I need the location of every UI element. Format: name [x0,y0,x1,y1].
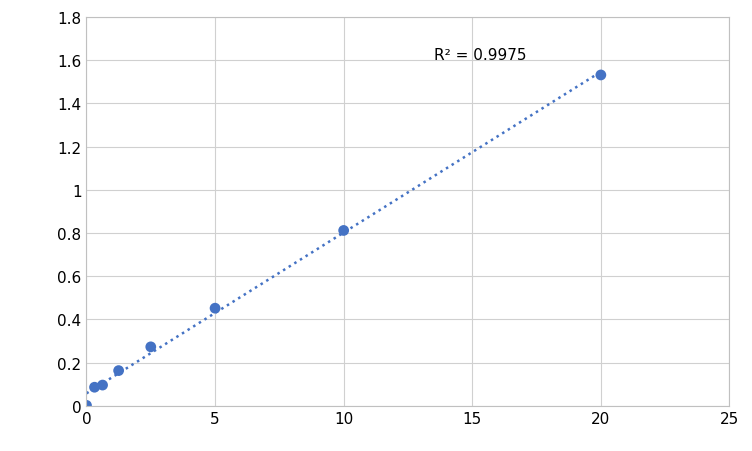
Point [89,384,101,391]
Point [144,344,157,351]
Point [209,305,221,312]
Point [80,402,92,409]
Point [113,367,125,374]
Point [96,382,108,389]
Text: R² = 0.9975: R² = 0.9975 [434,48,526,63]
Point [595,72,607,79]
Point [338,227,350,235]
